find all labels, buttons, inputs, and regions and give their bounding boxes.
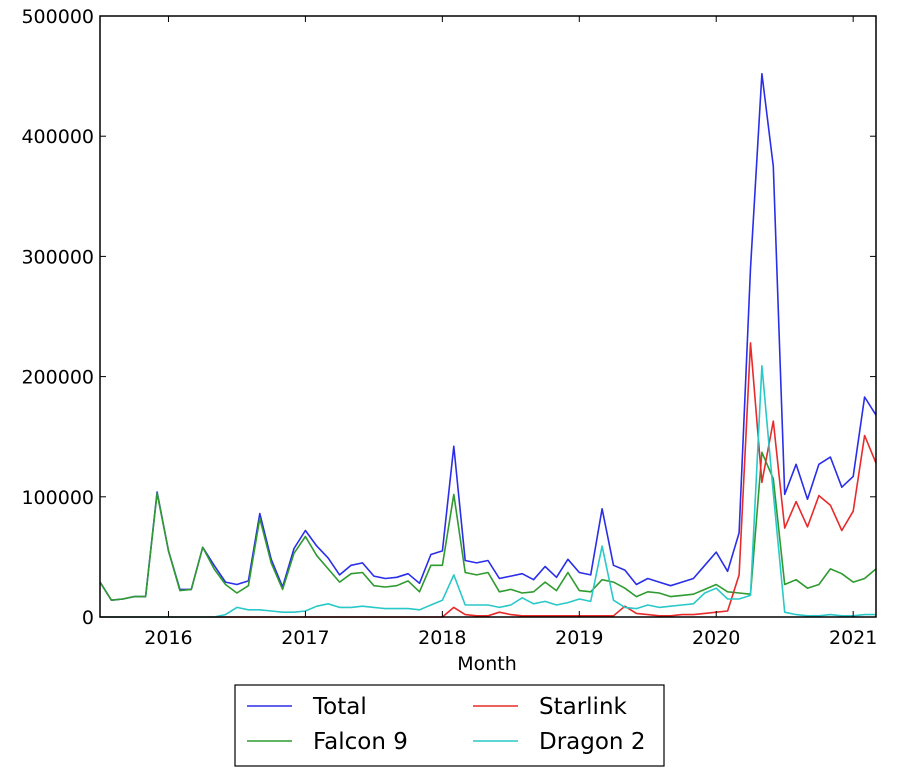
plot-frame bbox=[99, 15, 877, 618]
series-line-falcon-9 bbox=[99, 451, 877, 602]
x-tick-label: 2020 bbox=[692, 627, 740, 649]
legend-label: Dragon 2 bbox=[539, 729, 645, 755]
y-tick-label: 400000 bbox=[21, 126, 94, 148]
y-tick-label: 100000 bbox=[21, 487, 94, 509]
y-axis: 0 100000 200000 300000 400000 500000 bbox=[21, 6, 876, 629]
x-tick-label: 2021 bbox=[829, 627, 877, 649]
y-tick-label: 300000 bbox=[21, 246, 94, 268]
x-tick-label: 2018 bbox=[418, 627, 466, 649]
x-axis: 2016 2017 2018 2019 2020 2021 bbox=[144, 16, 877, 649]
plot-lines bbox=[99, 72, 877, 618]
legend: Total Falcon 9 Starlink Dragon 2 bbox=[234, 684, 665, 767]
x-axis-label: Month bbox=[457, 653, 517, 675]
y-tick-label: 200000 bbox=[21, 367, 94, 389]
y-tick-label: 500000 bbox=[21, 6, 94, 28]
series-line-dragon-2 bbox=[100, 364, 876, 618]
y-tick-label: 0 bbox=[82, 607, 94, 629]
legend-box bbox=[234, 684, 665, 767]
series-line-total bbox=[99, 72, 877, 602]
legend-label: Falcon 9 bbox=[313, 729, 408, 755]
x-tick-label: 2016 bbox=[144, 627, 192, 649]
x-tick-label: 2017 bbox=[281, 627, 329, 649]
legend-label: Starlink bbox=[539, 694, 628, 720]
x-tick-label: 2019 bbox=[555, 627, 603, 649]
legend-label: Total bbox=[312, 694, 367, 720]
